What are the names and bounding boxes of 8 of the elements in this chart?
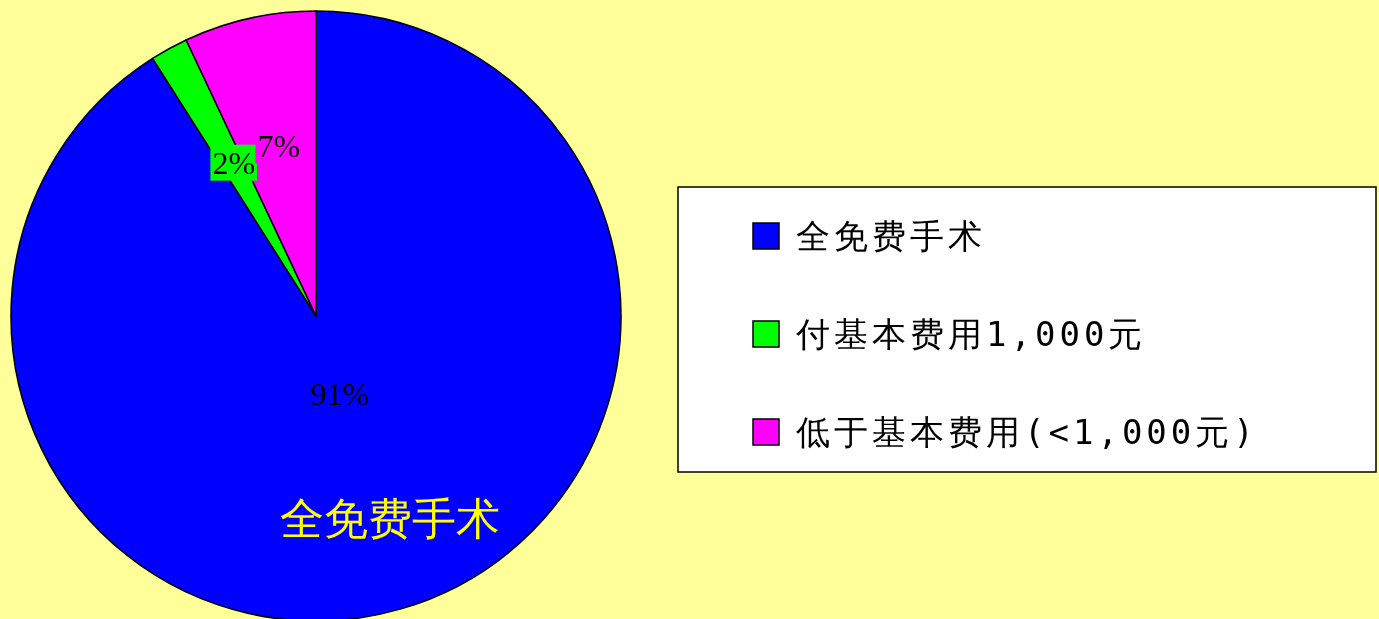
data-label: 7% — [257, 127, 301, 164]
data-label: 91% — [310, 376, 370, 413]
legend-label: 低于基本费用(<1,000元) — [796, 411, 1258, 452]
text: 全免费手术 — [280, 492, 500, 544]
pie-slice — [10, 10, 622, 619]
data-label: 2% — [212, 144, 256, 181]
legend-label: 付基本费用1,000元 — [795, 313, 1147, 354]
legend-label: 全免费手术 — [796, 215, 986, 256]
